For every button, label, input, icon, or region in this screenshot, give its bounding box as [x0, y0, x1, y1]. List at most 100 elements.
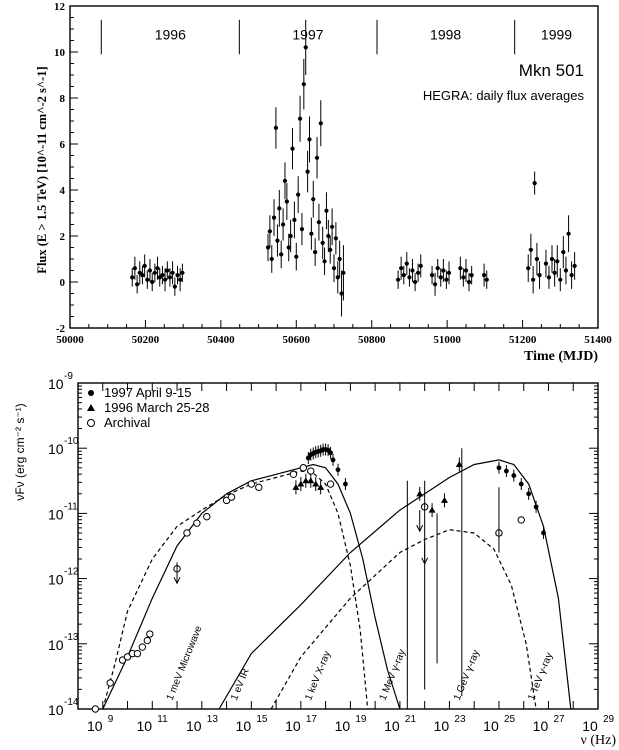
flux-point — [288, 233, 293, 239]
y-tick-exponent: -12 — [64, 567, 79, 578]
point-archival — [123, 653, 132, 661]
x-tick-label: 10 — [533, 718, 549, 734]
flux-point — [416, 270, 421, 275]
flux-point — [330, 224, 335, 229]
flux-point — [404, 261, 409, 266]
point-1997 — [335, 467, 341, 473]
light-curve-title: Mkn 501 — [519, 61, 584, 80]
flux-point — [335, 275, 340, 280]
point-1997 — [503, 468, 509, 474]
flux-point — [401, 273, 406, 278]
flux-point — [469, 273, 474, 278]
sed-model-curves — [102, 459, 572, 710]
point-archival — [183, 529, 191, 537]
flux-point — [303, 45, 308, 50]
legend-label: 1996 March 25-28 — [104, 400, 210, 415]
flux-point — [277, 206, 282, 211]
flux-point — [130, 275, 135, 280]
flux-point — [273, 125, 279, 130]
x-tick-label: 51000 — [433, 334, 461, 346]
x-tick-label: 10 — [335, 718, 351, 734]
point-archival — [118, 656, 127, 664]
point-archival — [222, 496, 231, 505]
flux-point — [412, 279, 418, 285]
flux-point — [484, 277, 489, 282]
band-label: 1 eV IR — [229, 667, 252, 702]
band-label: 1 keV X-ray — [303, 650, 333, 703]
flux-point — [150, 279, 155, 285]
x-tick-label: 50800 — [358, 334, 386, 346]
year-label: 1999 — [541, 26, 572, 42]
model-curve-dashed — [102, 470, 369, 710]
flux-point — [267, 229, 272, 234]
flux-point — [466, 279, 472, 285]
flux-point — [555, 259, 560, 264]
flux-point — [322, 259, 327, 264]
flux-point — [320, 240, 325, 245]
x-tick-exponent: 25 — [504, 714, 516, 725]
y-tick-label: 12 — [54, 1, 66, 13]
flux-point — [299, 227, 305, 232]
x-tick-label: 50400 — [207, 334, 235, 346]
year-dividers — [100, 19, 516, 55]
point-archival — [138, 643, 147, 651]
y-tick-label: 10 — [48, 572, 64, 588]
flux-point — [337, 256, 342, 262]
y-tick-label: 10 — [48, 441, 64, 457]
flux-point — [301, 82, 306, 87]
point-1996 — [307, 477, 315, 484]
x-tick-exponent: 15 — [256, 714, 268, 725]
y-tick-exponent: -11 — [64, 501, 78, 512]
flux-point — [432, 282, 438, 287]
legend-label: Archival — [104, 415, 150, 430]
light-curve-xlabel: Time (MJD) — [524, 349, 598, 364]
point-1996 — [317, 483, 325, 490]
flux-point — [461, 275, 466, 280]
y-tick-exponent: -10 — [64, 436, 79, 447]
band-label: 1 meV Microwave — [165, 624, 205, 702]
sed-points — [91, 443, 546, 713]
y-tick-label: 10 — [48, 637, 64, 653]
flux-point — [435, 266, 440, 271]
point-archival — [133, 649, 142, 658]
flux-point — [313, 250, 318, 255]
flux-point — [458, 266, 463, 271]
y-tick-label: 4 — [60, 185, 66, 197]
flux-point — [407, 275, 412, 280]
sed-xlabel: ν (Hz) — [581, 733, 617, 748]
flux-point — [160, 273, 165, 278]
flux-point — [290, 146, 295, 151]
point-1996 — [440, 496, 448, 503]
flux-point — [284, 199, 289, 204]
y-tick-label: 0 — [60, 277, 66, 289]
flux-point — [341, 270, 346, 275]
light-curve-ylabel: Flux (E > 1.5 TeV) [10^-11 cm^-2 s^-1] — [35, 66, 49, 273]
point-archival — [326, 480, 335, 488]
flux-point — [297, 116, 303, 121]
flux-point — [145, 277, 150, 282]
flux-point — [275, 238, 280, 243]
flux-point — [339, 291, 344, 296]
flux-point — [296, 192, 301, 197]
flux-point — [531, 277, 536, 282]
flux-point — [269, 256, 274, 262]
point-archival — [227, 493, 236, 501]
flux-point — [314, 155, 320, 160]
year-label: 1998 — [430, 26, 461, 42]
x-tick-exponent: 27 — [553, 714, 565, 725]
flux-point — [526, 266, 531, 271]
y-tick-exponent: -14 — [64, 697, 79, 708]
point-archival — [193, 519, 201, 527]
x-tick-label: 10 — [186, 718, 202, 734]
x-tick-exponent: 19 — [355, 714, 367, 725]
band-label: 1 TeV γ-ray — [526, 651, 555, 702]
x-tick-label: 50000 — [56, 334, 84, 346]
x-tick-exponent: 29 — [603, 714, 615, 725]
point-1996 — [292, 483, 300, 490]
flux-point — [294, 254, 299, 259]
flux-point — [305, 169, 310, 174]
point-1996 — [455, 461, 463, 467]
y-tick-label: 2 — [60, 231, 66, 243]
y-tick-label: 8 — [60, 93, 66, 105]
